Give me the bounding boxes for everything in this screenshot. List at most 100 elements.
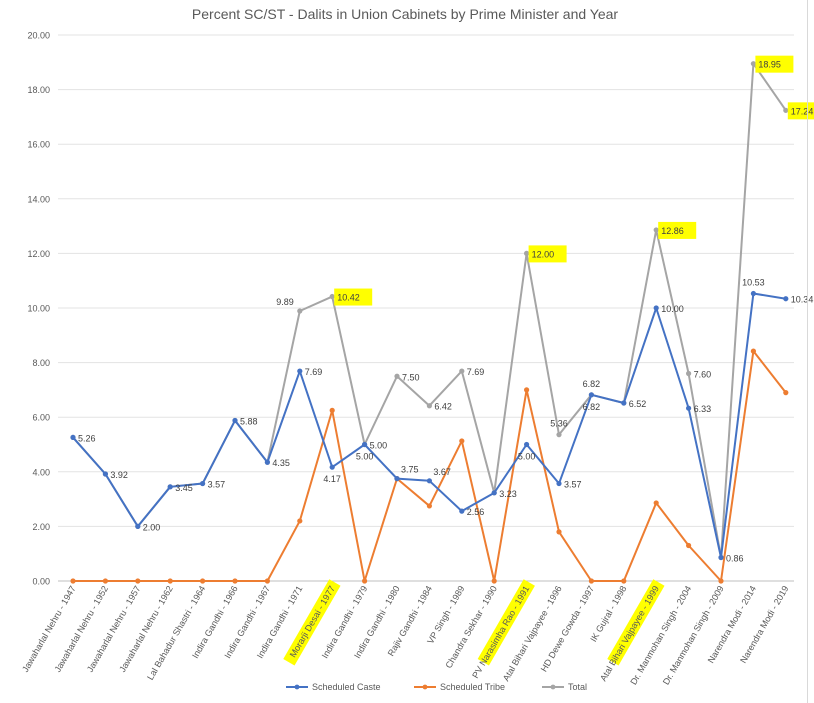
data-point — [783, 390, 789, 396]
data-point — [524, 250, 530, 256]
y-tick-label: 16.00 — [27, 140, 50, 150]
y-tick-label: 18.00 — [27, 85, 50, 95]
y-tick-label: 4.00 — [32, 467, 50, 477]
data-point — [556, 432, 562, 438]
data-point — [686, 370, 692, 377]
data-point — [491, 490, 497, 496]
data-point — [524, 441, 530, 448]
data-point — [783, 296, 789, 302]
chart-title: Percent SC/ST - Dalits in Union Cabinets… — [192, 6, 618, 22]
data-point — [200, 578, 206, 584]
data-point — [718, 554, 724, 561]
legend-marker — [294, 684, 300, 690]
x-tick-label: PV Narasimha Rao - 1991 — [470, 584, 531, 680]
data-point — [362, 441, 368, 448]
data-label: 5.00 — [356, 452, 374, 462]
series-line-scheduled-tribe — [73, 350, 787, 582]
data-point — [232, 578, 238, 584]
data-point — [459, 368, 465, 374]
data-point — [297, 308, 303, 314]
data-point — [653, 227, 659, 233]
data-point — [70, 578, 76, 584]
data-label: 6.33 — [694, 404, 712, 414]
data-point — [588, 578, 595, 584]
data-label: 6.42 — [434, 402, 452, 412]
data-point — [232, 417, 238, 424]
category-highlight-box — [607, 579, 665, 666]
data-point — [394, 476, 400, 482]
legend-label: Scheduled Caste — [312, 682, 381, 692]
data-label-highlight — [334, 288, 373, 306]
data-point — [750, 290, 757, 297]
data-point — [524, 387, 530, 393]
y-tick-label: 0.00 — [32, 577, 50, 587]
data-point — [588, 392, 595, 398]
data-label-highlight — [658, 221, 697, 239]
data-label: 12.86 — [661, 226, 684, 236]
x-tick-label: Lal Bahadur Shastri - 1964 — [145, 584, 207, 682]
data-label: 6.52 — [629, 399, 647, 409]
data-label: 4.17 — [323, 474, 341, 484]
data-label: 5.00 — [370, 441, 388, 451]
data-label: 9.89 — [276, 297, 294, 307]
category-highlight — [607, 579, 665, 666]
data-label: 5.36 — [550, 419, 568, 429]
y-tick-label: 6.00 — [32, 413, 50, 423]
y-tick-label: 12.00 — [27, 249, 50, 259]
data-point — [556, 480, 562, 487]
data-point — [426, 403, 432, 409]
data-point — [394, 373, 400, 379]
data-label: 7.50 — [402, 372, 420, 382]
data-label: 7.69 — [467, 367, 485, 377]
data-point — [297, 368, 303, 374]
data-label: 17.24 — [791, 106, 814, 116]
category-highlight-box — [477, 579, 535, 666]
data-point — [329, 464, 335, 470]
data-point — [426, 503, 432, 509]
data-label: 3.57 — [208, 480, 226, 490]
data-point — [329, 293, 335, 300]
data-point — [135, 578, 141, 584]
data-point — [750, 61, 757, 67]
data-point — [459, 438, 465, 444]
data-point — [653, 305, 659, 311]
category-highlight — [477, 579, 535, 666]
data-point — [556, 529, 562, 535]
data-point — [621, 578, 627, 584]
legend-marker — [422, 684, 428, 690]
legend-label: Scheduled Tribe — [440, 682, 505, 692]
data-point — [686, 405, 692, 411]
data-point — [750, 348, 757, 354]
data-point — [167, 484, 173, 490]
x-tick-label: Atal Bihari Vajpayee - 1999 — [598, 584, 661, 683]
data-point — [362, 578, 368, 584]
data-label: 3.67 — [433, 467, 451, 477]
data-point — [491, 578, 497, 584]
data-point — [426, 478, 432, 484]
data-label: 10.53 — [742, 278, 765, 288]
data-label: 6.82 — [583, 402, 601, 412]
data-point — [102, 578, 108, 584]
data-point — [264, 459, 270, 465]
data-label: 3.92 — [110, 470, 128, 480]
data-label: 18.95 — [758, 60, 781, 70]
data-label: 7.60 — [694, 370, 712, 380]
data-point — [297, 518, 303, 524]
x-tick-label: Atal Bihari Vajpayee - 1996 — [501, 584, 564, 683]
data-label: 10.42 — [337, 293, 360, 303]
data-label: 3.57 — [564, 480, 582, 490]
legend-marker — [550, 684, 556, 690]
chart-border — [807, 0, 808, 703]
data-point — [718, 578, 724, 584]
x-tick-label: Dr. Manmohan Singh - 2009 — [661, 584, 726, 686]
data-label: 5.88 — [240, 416, 258, 426]
y-tick-label: 10.00 — [27, 304, 50, 314]
data-label: 0.86 — [726, 554, 744, 564]
data-label: 3.75 — [401, 465, 419, 475]
data-point — [783, 107, 789, 113]
data-point — [686, 542, 692, 549]
data-point — [621, 400, 627, 406]
data-point — [102, 471, 108, 477]
